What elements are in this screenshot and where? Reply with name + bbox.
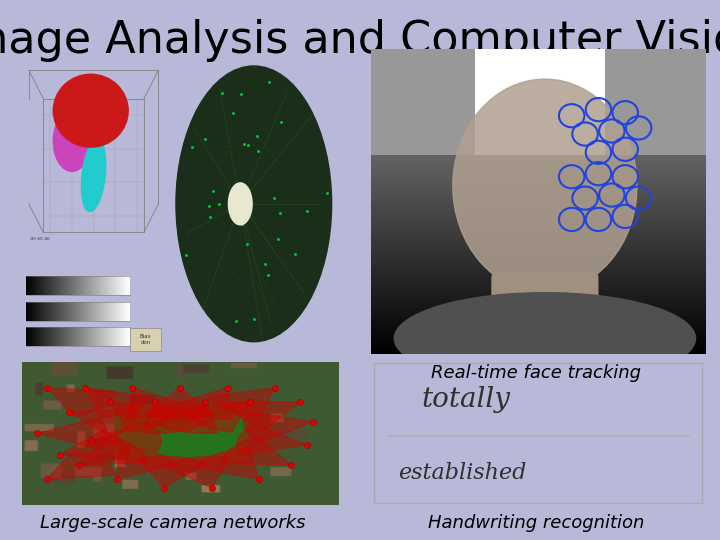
- Ellipse shape: [53, 74, 128, 147]
- Text: -90: -90: [30, 237, 37, 241]
- Polygon shape: [182, 402, 250, 433]
- Polygon shape: [117, 448, 178, 479]
- Polygon shape: [243, 411, 313, 442]
- Text: Handwriting recognition: Handwriting recognition: [428, 514, 644, 532]
- Polygon shape: [221, 437, 291, 465]
- Polygon shape: [127, 388, 189, 419]
- Circle shape: [228, 183, 252, 225]
- Ellipse shape: [53, 111, 91, 172]
- Ellipse shape: [81, 139, 106, 212]
- Polygon shape: [194, 448, 259, 479]
- Ellipse shape: [395, 293, 696, 384]
- Polygon shape: [47, 450, 116, 479]
- Text: Bias
don: Bias don: [140, 334, 151, 345]
- Polygon shape: [60, 430, 130, 460]
- Polygon shape: [69, 408, 139, 437]
- Polygon shape: [110, 402, 178, 433]
- Polygon shape: [37, 417, 107, 449]
- Text: -40: -40: [44, 237, 51, 241]
- Polygon shape: [163, 456, 230, 488]
- Polygon shape: [143, 402, 208, 433]
- Text: Large-scale camera networks: Large-scale camera networks: [40, 514, 305, 532]
- Polygon shape: [230, 402, 300, 429]
- Polygon shape: [208, 388, 275, 418]
- Text: Image Analysis and Computer Vision: Image Analysis and Computer Vision: [0, 19, 720, 62]
- Polygon shape: [47, 388, 116, 416]
- Polygon shape: [85, 388, 152, 418]
- Polygon shape: [237, 424, 307, 455]
- Ellipse shape: [176, 66, 332, 342]
- Polygon shape: [145, 388, 215, 419]
- Text: Biomedical computer vision: Biomedical computer vision: [48, 364, 297, 382]
- Polygon shape: [78, 436, 148, 465]
- Text: -60: -60: [37, 237, 44, 241]
- Polygon shape: [171, 388, 233, 419]
- Text: totally: totally: [421, 386, 510, 413]
- Text: established: established: [397, 462, 526, 484]
- FancyBboxPatch shape: [491, 271, 598, 360]
- Polygon shape: [138, 456, 207, 488]
- Polygon shape: [152, 402, 217, 433]
- Ellipse shape: [453, 79, 637, 293]
- Text: Real-time face tracking: Real-time face tracking: [431, 364, 642, 382]
- FancyBboxPatch shape: [130, 328, 161, 351]
- Polygon shape: [91, 420, 161, 451]
